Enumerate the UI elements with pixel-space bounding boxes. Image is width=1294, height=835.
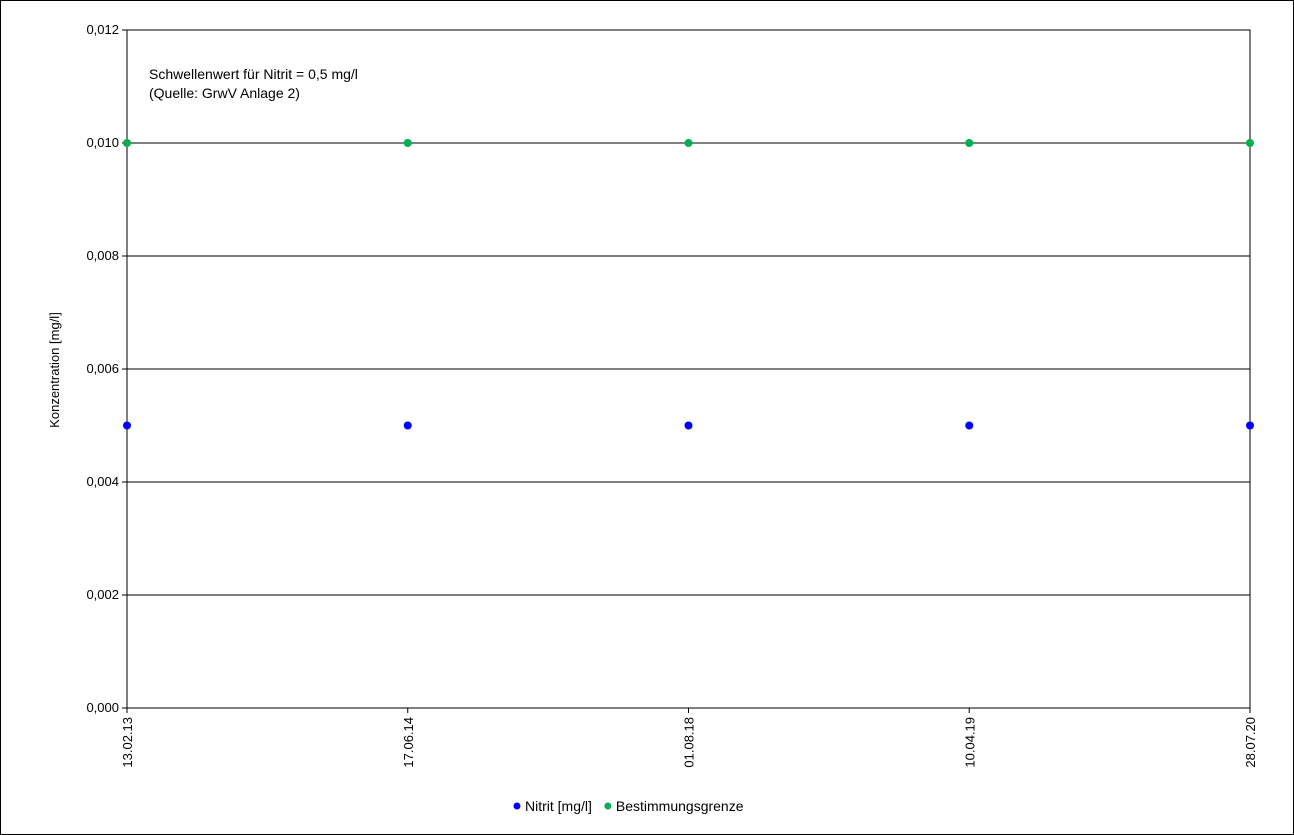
y-tick-label: 0,012 (86, 22, 119, 37)
point-bestimmungsgrenze (965, 139, 974, 147)
point-bestimmungsgrenze (403, 139, 412, 147)
y-tick-label: 0,010 (86, 135, 119, 150)
legend-label-nitrit: Nitrit [mg/l] (525, 798, 592, 814)
legend: Nitrit [mg/l] Bestimmungsgrenze (513, 798, 744, 814)
x-tick-label: 01.08.18 (682, 717, 697, 768)
point-bestimmungsgrenze (684, 139, 693, 147)
y-tick-label: 0,006 (86, 361, 119, 376)
point-bestimmungsgrenze (123, 139, 131, 147)
y-tick-label: 0,008 (86, 248, 119, 263)
x-tick-label: 13.02.13 (120, 717, 135, 768)
point-nitrit (1246, 421, 1254, 430)
y-tick-label: 0,002 (86, 587, 119, 602)
x-tick-labels: 13.02.13 17.06.14 01.08.18 10.04.19 28.07.20 (120, 717, 1258, 768)
annotation-line-1: Schwellenwert für Nitrit = 0,5 mg/l (149, 66, 358, 82)
y-tick-label: 0,004 (86, 474, 119, 489)
point-nitrit (403, 421, 412, 430)
point-nitrit (123, 421, 131, 430)
x-tick-label: 28.07.20 (1243, 717, 1258, 768)
x-tick-label: 17.06.14 (401, 717, 416, 768)
legend-marker-bestimmungsgrenze (604, 802, 612, 810)
y-axis-title: Konzentration [mg/l] (47, 312, 62, 428)
point-nitrit (965, 421, 974, 430)
y-tick-label: 0,000 (86, 700, 119, 715)
data-points (123, 139, 1254, 430)
legend-marker-nitrit (513, 802, 521, 810)
threshold-annotation: Schwellenwert für Nitrit = 0,5 mg/l (Que… (149, 66, 358, 101)
legend-label-bestimmungsgrenze: Bestimmungsgrenze (616, 798, 744, 814)
x-tick-label: 10.04.19 (962, 717, 977, 768)
point-nitrit (684, 421, 693, 430)
grid-lines (127, 29, 1250, 596)
point-bestimmungsgrenze (1246, 139, 1254, 147)
axes (122, 29, 1251, 713)
annotation-line-2: (Quelle: GrwV Anlage 2) (149, 85, 300, 101)
y-tick-labels: 0,000 0,002 0,004 0,006 0,008 0,010 0,012 (86, 22, 119, 715)
